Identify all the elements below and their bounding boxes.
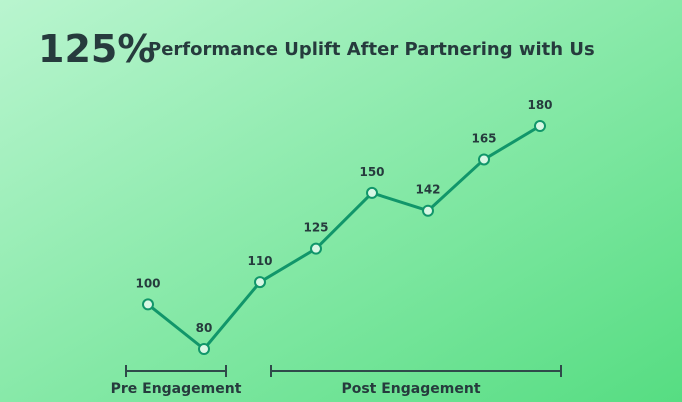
chart-title: Performance Uplift After Partnering with… — [148, 39, 595, 60]
title-highlight: 125% — [38, 27, 155, 71]
data-label: 180 — [527, 98, 552, 112]
data-label: 125 — [303, 221, 328, 235]
data-label: 150 — [359, 165, 384, 179]
marker — [422, 204, 434, 217]
data-label: 165 — [471, 131, 496, 145]
group-label: Post Engagement — [341, 381, 480, 397]
marker — [366, 186, 378, 199]
marker — [142, 298, 154, 311]
marker — [198, 343, 210, 355]
marker — [310, 242, 322, 255]
marker — [534, 120, 546, 132]
data-label: 142 — [415, 183, 440, 197]
marker — [254, 276, 266, 289]
data-label: 80 — [196, 321, 213, 335]
bracket — [125, 365, 227, 377]
group-label: Pre Engagement — [111, 381, 242, 397]
data-label: 100 — [135, 276, 160, 290]
bracket — [270, 365, 562, 377]
marker — [478, 153, 490, 166]
data-label: 110 — [247, 254, 272, 268]
line — [147, 124, 541, 351]
